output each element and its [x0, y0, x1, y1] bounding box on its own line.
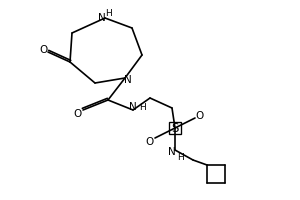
Text: N: N [98, 13, 106, 23]
Text: O: O [40, 45, 48, 55]
Text: H: H [105, 8, 111, 18]
Text: S: S [171, 121, 179, 134]
Bar [169, 122, 181, 134]
Text: H: H [177, 154, 183, 162]
Text: N: N [129, 102, 137, 112]
Text: O: O [74, 109, 82, 119]
Text: H: H [140, 102, 146, 112]
Text: O: O [146, 137, 154, 147]
Text: O: O [196, 111, 204, 121]
Text: N: N [168, 147, 176, 157]
Text: N: N [124, 75, 132, 85]
